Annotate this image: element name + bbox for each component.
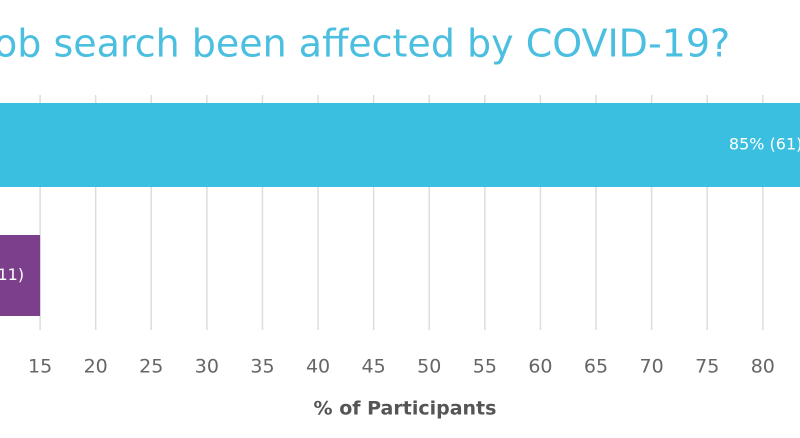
x-tick-label: 70 (640, 356, 664, 378)
x-axis-title: % of Participants (314, 398, 497, 420)
x-tick-label: 20 (84, 356, 108, 378)
x-tick-label: 80 (751, 356, 775, 378)
x-tick-label: 65 (584, 356, 608, 378)
bar (0, 235, 41, 316)
x-tick-label: 55 (473, 356, 497, 378)
x-tick-label: 75 (695, 356, 719, 378)
bar (0, 103, 800, 187)
x-tick-label: 25 (139, 356, 163, 378)
x-tick-label: 30 (195, 356, 219, 378)
chart-title: ob search been affected by COVID-19? (0, 22, 730, 66)
value-label: 15% (11) (0, 265, 24, 284)
x-tick-label: 45 (362, 356, 386, 378)
x-tick-label: 35 (250, 356, 274, 378)
x-tick-label: 60 (528, 356, 552, 378)
x-tick-label: 40 (306, 356, 330, 378)
x-tick-label: 15 (28, 356, 52, 378)
x-tick-label: 50 (417, 356, 441, 378)
value-label: 85% (61) (729, 135, 800, 154)
